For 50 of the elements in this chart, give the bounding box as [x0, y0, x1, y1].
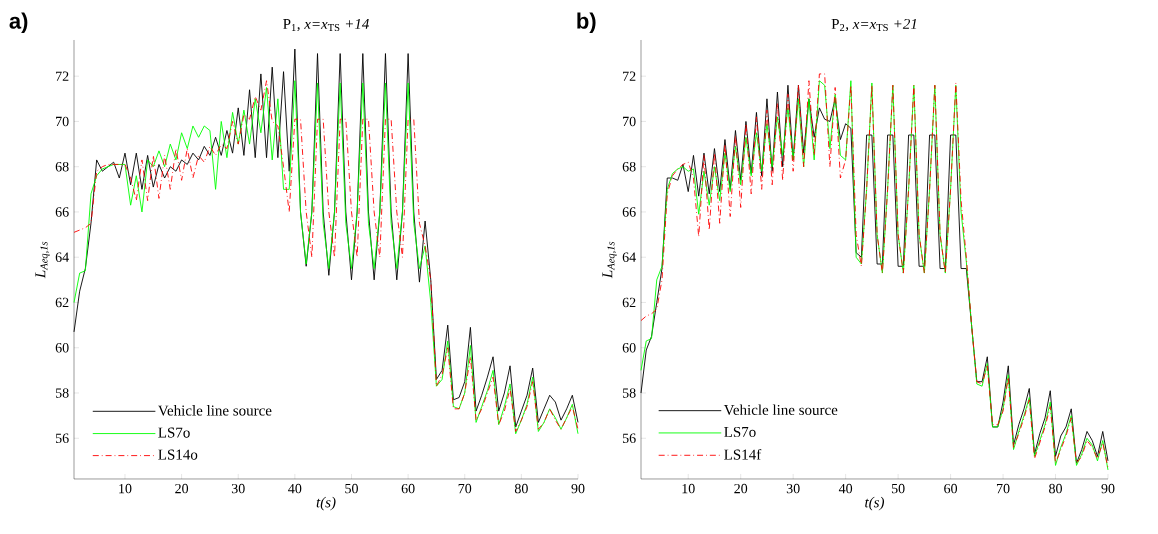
- x-tick-label: 60: [944, 483, 958, 494]
- y-tick-label: 72: [623, 71, 636, 81]
- x-axis-title: t(s): [865, 496, 885, 511]
- legend-label: LS14f: [724, 448, 762, 460]
- x-tick-label: 70: [458, 483, 472, 494]
- y-tick-label: 66: [55, 207, 69, 217]
- x-tick-label: 50: [345, 483, 358, 494]
- x-tick-label: 20: [734, 483, 748, 494]
- x-tick-label: 10: [119, 483, 132, 494]
- x-tick-label: 60: [401, 483, 415, 494]
- y-tick-label: 64: [622, 252, 636, 262]
- y-tick-label: 70: [56, 116, 69, 127]
- y-tick-label: 72: [56, 71, 69, 81]
- text: a): [9, 12, 28, 34]
- legend-label: LS7o: [158, 427, 190, 438]
- y-tick-label: 60: [622, 343, 636, 353]
- text: b): [577, 12, 596, 34]
- y-tick-label: 58: [55, 388, 69, 398]
- y-tick-label: 56: [622, 433, 636, 443]
- x-axis-title: t(s): [316, 496, 336, 511]
- y-tick-label: 58: [622, 388, 636, 398]
- x-tick-label: 80: [514, 483, 528, 494]
- y-tick-label: 56: [55, 433, 69, 443]
- x-tick-label: 30: [786, 483, 800, 494]
- x-tick-label: 40: [288, 483, 302, 494]
- x-tick-label: 70: [996, 483, 1010, 494]
- y-tick-label: 66: [622, 207, 636, 217]
- x-tick-label: 10: [682, 483, 695, 494]
- y-tick-label: 68: [55, 161, 69, 172]
- y-axis-title: L$_{Aeq,1s}$: [602, 241, 617, 279]
- y-tick-label: 68: [622, 161, 636, 172]
- x-tick-label: 90: [1101, 483, 1115, 494]
- y-tick-label: 70: [623, 116, 636, 127]
- chart-title: P$_{2}$, x=x$_{TS}$ +21: [831, 18, 917, 32]
- x-tick-label: 90: [571, 483, 585, 494]
- chart-title: P$_{1}$, x=x$_{TS}$ +14: [283, 18, 369, 32]
- y-tick-label: 62: [622, 297, 636, 308]
- x-tick-label: 40: [838, 483, 853, 494]
- y-tick-label: 64: [55, 252, 69, 262]
- legend-label: LS7o: [724, 426, 756, 437]
- legend-label: Vehicle line source: [723, 404, 838, 416]
- legend-label: Vehicle line source: [158, 405, 272, 416]
- x-tick-label: 50: [891, 483, 905, 494]
- y-tick-label: 62: [55, 297, 69, 308]
- x-tick-label: 20: [175, 483, 189, 494]
- y-tick-label: 60: [55, 343, 69, 353]
- x-tick-label: 30: [231, 483, 245, 494]
- x-tick-label: 80: [1049, 483, 1062, 494]
- y-axis-title: L$_{Aeq,1s}$: [35, 241, 50, 279]
- legend-label: LS14o: [158, 449, 198, 460]
